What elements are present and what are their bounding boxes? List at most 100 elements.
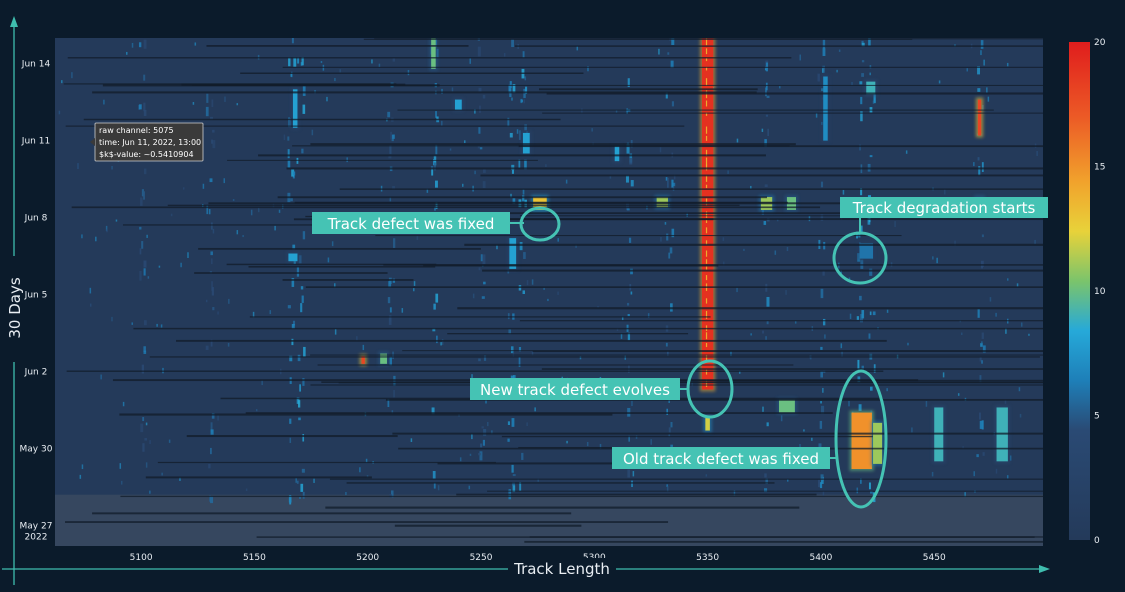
streak-cell	[143, 39, 147, 49]
streak-cell	[478, 452, 481, 456]
scan-line	[329, 478, 1043, 480]
streak-cell	[625, 175, 629, 183]
speckle-cell	[111, 165, 113, 170]
speckle-cell	[161, 472, 163, 476]
streak-cell	[627, 469, 631, 478]
y-tick-label: Jun 14	[21, 60, 51, 70]
speckle-cell	[413, 288, 415, 292]
feature-ripple	[705, 310, 708, 319]
streak-cell	[980, 260, 984, 268]
speckle-cell	[510, 193, 512, 198]
streak-cell	[390, 131, 392, 140]
speckle-cell	[346, 157, 348, 163]
speckle-cell	[459, 457, 462, 462]
streak-cell	[299, 496, 301, 499]
streak-cell	[297, 400, 301, 408]
speckle-cell	[743, 248, 745, 251]
streak-cell	[626, 202, 629, 211]
scan-line	[258, 154, 766, 157]
feature-cell	[454, 99, 462, 110]
speckle-cell	[236, 230, 239, 235]
speckle-cell	[1006, 475, 1009, 479]
speckle-cell	[647, 313, 650, 318]
speckle-cell	[245, 488, 248, 492]
speckle-cell	[526, 280, 529, 286]
scan-line	[167, 204, 740, 207]
speckle-cell	[362, 344, 365, 351]
streak-cell	[140, 423, 144, 433]
streak-cell	[482, 181, 486, 188]
streak-cell	[762, 330, 764, 334]
streak-cell	[212, 307, 215, 311]
streak-cell	[509, 81, 512, 89]
annotation-label-fixed: Track defect was fixed	[327, 215, 495, 233]
streak-cell	[665, 92, 668, 99]
streak-cell	[393, 390, 396, 398]
no-data-region	[55, 494, 1043, 546]
colorbar-tick-label: 10	[1094, 287, 1106, 297]
speckle-cell	[228, 298, 230, 304]
speckle-cell	[666, 485, 669, 492]
streak-cell	[981, 264, 984, 269]
streak-cell	[518, 159, 521, 169]
feature-ripple	[705, 112, 708, 116]
y-axis-arrowhead	[10, 16, 18, 27]
streak-cell	[630, 180, 634, 187]
streak-cell	[210, 258, 213, 265]
streak-cell	[477, 46, 481, 57]
streak-cell	[287, 149, 290, 159]
speckle-cell	[523, 99, 526, 104]
streak-cell	[393, 238, 396, 249]
streak-cell	[432, 328, 436, 332]
speckle-cell	[526, 422, 528, 426]
streak-cell	[287, 136, 290, 141]
scan-line	[518, 145, 1043, 148]
colorbar-tick-label: 20	[1094, 38, 1106, 48]
streak-cell	[300, 303, 303, 313]
x-tick-label: 5150	[243, 553, 266, 563]
scan-line	[63, 83, 397, 85]
streak-cell	[859, 295, 862, 301]
streak-cell	[433, 28, 436, 34]
streak-cell	[288, 57, 291, 67]
streak-cell	[978, 166, 981, 176]
speckle-cell	[836, 69, 838, 73]
scan-line	[464, 243, 1043, 246]
speckle-cell	[1006, 62, 1009, 67]
streak-cell	[302, 231, 306, 240]
speckle-cell	[491, 430, 493, 435]
scan-line	[71, 206, 821, 209]
speckle-cell	[531, 279, 534, 285]
streak-cell	[480, 443, 483, 448]
scan-line	[245, 412, 833, 414]
streak-cell	[977, 309, 980, 318]
speckle-cell	[410, 438, 413, 442]
colorbar-tick-label: 5	[1094, 412, 1100, 422]
speckle-cell	[907, 342, 909, 346]
streak-cell	[483, 428, 487, 436]
speckle-cell	[936, 257, 938, 264]
streak-cell	[522, 51, 525, 58]
streak-cell	[143, 109, 147, 116]
speckle-cell	[311, 129, 314, 136]
streak-cell	[389, 315, 392, 322]
streak-cell	[298, 417, 301, 421]
speckle-cell	[531, 350, 534, 356]
speckle-cell	[58, 110, 61, 115]
streak-cell	[210, 116, 213, 120]
streak-cell	[483, 281, 486, 285]
speckle-cell	[547, 298, 549, 302]
scan-line	[524, 540, 1043, 543]
streak-cell	[626, 302, 630, 306]
streak-cell	[511, 39, 514, 48]
streak-cell	[301, 468, 305, 473]
plot-area	[55, 38, 1043, 546]
speckle-cell	[723, 261, 725, 266]
scan-line	[66, 370, 884, 372]
speckle-cell	[119, 463, 122, 469]
y-tick-label: May 30	[20, 445, 53, 455]
streak-cell	[205, 106, 209, 117]
streak-cell	[765, 114, 769, 117]
speckle-cell	[774, 250, 777, 255]
scan-line	[157, 461, 496, 464]
